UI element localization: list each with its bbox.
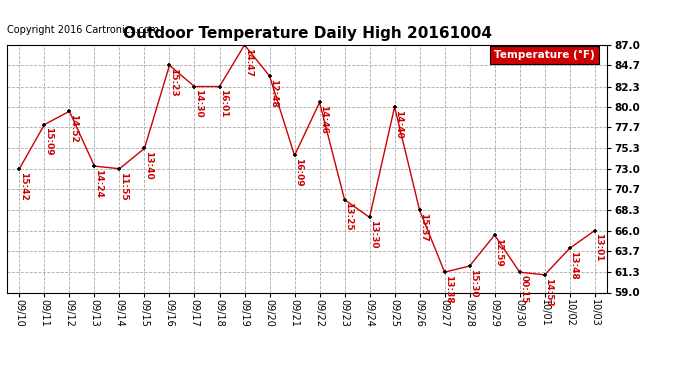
Text: Copyright 2016 Cartronics.com: Copyright 2016 Cartronics.com	[7, 25, 159, 35]
Point	[214, 84, 225, 90]
Text: 00:15: 00:15	[520, 275, 529, 303]
Text: 14:30: 14:30	[194, 89, 203, 118]
Text: 14:53: 14:53	[544, 278, 553, 306]
Point	[339, 196, 350, 202]
Point	[289, 153, 300, 159]
Text: 13:30: 13:30	[369, 220, 378, 249]
Point	[414, 207, 425, 213]
Text: 15:30: 15:30	[469, 269, 478, 297]
Text: 15:42: 15:42	[19, 171, 28, 200]
Point	[539, 272, 550, 278]
Point	[464, 263, 475, 269]
Point	[589, 228, 600, 234]
Point	[489, 232, 500, 238]
Text: 16:01: 16:01	[219, 89, 228, 118]
Text: 14:47: 14:47	[244, 48, 253, 77]
Text: 13:25: 13:25	[344, 202, 353, 231]
Text: 15:23: 15:23	[169, 68, 178, 97]
Text: 15:09: 15:09	[44, 128, 53, 156]
Text: 14:52: 14:52	[69, 114, 78, 143]
Text: 14:24: 14:24	[94, 169, 103, 198]
Point	[514, 269, 525, 275]
Text: 12:59: 12:59	[494, 238, 503, 267]
Point	[314, 99, 325, 105]
Point	[439, 269, 450, 275]
Point	[389, 104, 400, 110]
Text: 14:46: 14:46	[319, 105, 328, 134]
Text: 13:40: 13:40	[144, 151, 153, 180]
Point	[239, 42, 250, 48]
Point	[264, 73, 275, 79]
Point	[14, 166, 25, 172]
Point	[64, 108, 75, 114]
Text: 13:48: 13:48	[569, 251, 578, 280]
Point	[89, 163, 100, 169]
Point	[364, 214, 375, 220]
Text: 13:01: 13:01	[594, 233, 603, 262]
Point	[164, 62, 175, 68]
Point	[189, 84, 200, 90]
Point	[564, 245, 575, 251]
Point	[139, 146, 150, 152]
Title: Outdoor Temperature Daily High 20161004: Outdoor Temperature Daily High 20161004	[123, 26, 491, 41]
Point	[114, 166, 125, 172]
Text: 13:38: 13:38	[444, 275, 453, 304]
Text: Temperature (°F): Temperature (°F)	[495, 50, 595, 60]
Text: 11:55: 11:55	[119, 171, 128, 200]
Point	[39, 122, 50, 128]
Text: 15:37: 15:37	[420, 213, 428, 242]
Text: 16:09: 16:09	[294, 158, 303, 187]
Text: 12:48: 12:48	[269, 79, 278, 108]
Text: 14:40: 14:40	[394, 110, 403, 138]
